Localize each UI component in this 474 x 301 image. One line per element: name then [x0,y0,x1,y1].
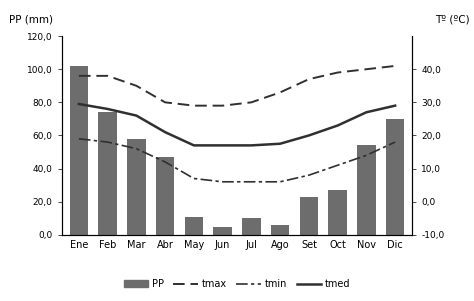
Bar [98,112,117,235]
Bar [184,217,203,235]
Bar [386,119,404,235]
Bar [328,190,347,235]
Bar [127,139,146,235]
Bar [242,218,261,235]
Bar [300,197,318,235]
Bar [271,225,290,235]
Bar [70,66,88,235]
Bar [213,226,232,235]
Text: PP (mm): PP (mm) [9,14,54,24]
Legend: PP, tmax, tmin, tmed: PP, tmax, tmin, tmed [119,275,355,293]
Text: Tº (ºC): Tº (ºC) [435,14,469,24]
Bar [156,157,174,235]
Bar [357,145,376,235]
